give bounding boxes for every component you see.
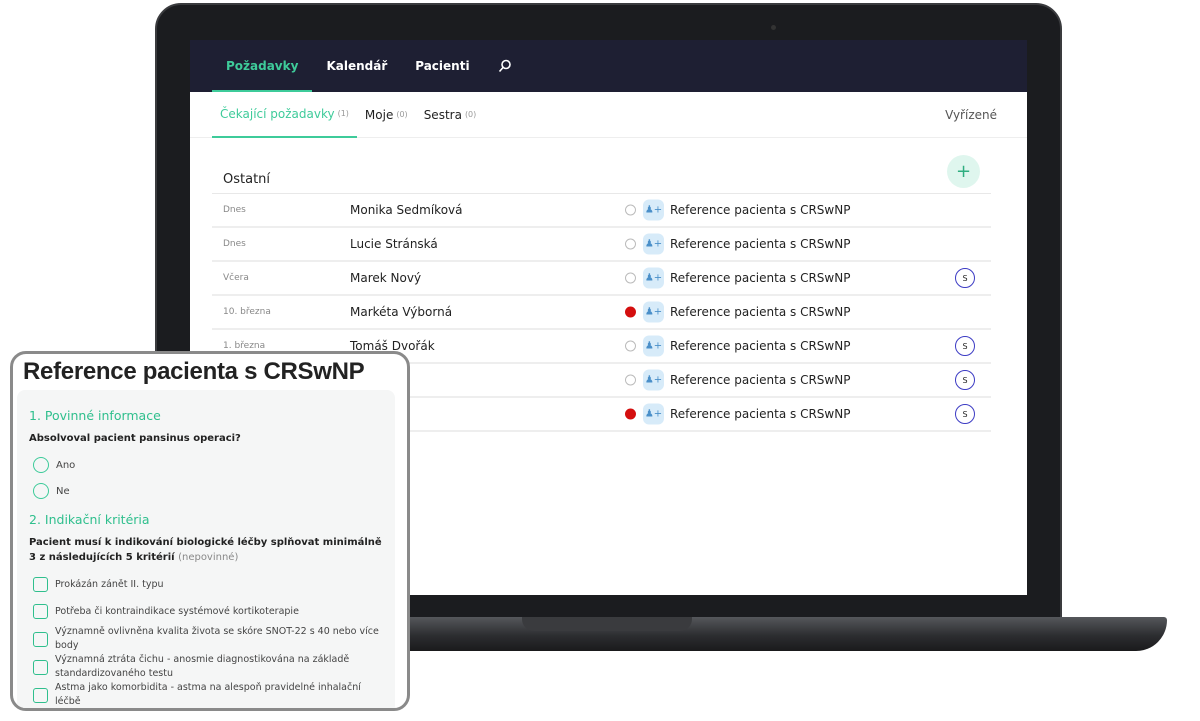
radio-icon[interactable] [33,457,49,473]
laptop-notch [522,617,692,631]
nurse-badge: S [955,336,975,356]
comment-icon [625,340,636,352]
table-row[interactable]: Včera Marek Nový ♟+ Reference pacienta s… [212,262,991,296]
table-row[interactable]: Dnes Lucie Stránská ♟+ Reference pacient… [212,228,991,262]
patient-name: Tomáš Dvořák [350,339,435,353]
request-title: Reference pacienta s CRSwNP [670,339,851,353]
table-row[interactable]: ♟+ Reference pacienta s CRSwNP S [212,398,991,432]
request-title: Reference pacienta s CRSwNP [670,407,851,421]
section-1-title: 1. Povinné informace [29,408,161,423]
nurse-badge: S [955,268,975,288]
tab-count: (0) [464,110,477,119]
checkbox-label: Prokázán zánět II. typu [55,578,164,590]
section-title: Ostatní [223,172,271,187]
question-text: Pacient musí k indikování biologické léč… [29,537,382,563]
row-date: 1. března [223,341,266,351]
nav-pozadavky[interactable]: Požadavky [212,40,313,92]
criteria-checkbox[interactable]: Prokázán zánět II. typu [29,571,383,598]
checkbox-icon[interactable] [33,604,48,619]
nav-kalendar[interactable]: Kalendář [326,59,388,73]
add-person-icon: ♟+ [643,267,664,289]
add-person-icon: ♟+ [643,369,664,391]
checkbox-label: Potřeba či kontraindikace systémové kort… [55,605,299,617]
add-button[interactable]: + [947,155,980,188]
add-person-icon: ♟+ [643,403,664,425]
criteria-checkbox[interactable]: Astma jako komorbidita - astma na alespo… [29,681,383,708]
tab-moje[interactable]: Moje (0) [357,92,416,138]
top-nav: Požadavky Kalendář Pacienti [190,40,1027,92]
tab-sestra[interactable]: Sestra (0) [416,92,485,138]
nurse-badge: S [955,370,975,390]
row-date: 10. března [223,307,271,317]
comment-icon [625,204,636,216]
radio-label: Ano [56,459,76,471]
radio-ne[interactable]: Ne [29,478,383,504]
radio-label: Ne [56,485,70,497]
checkbox-icon[interactable] [33,577,48,592]
tab-label: Sestra [423,107,462,122]
nurse-badge: S [955,404,975,424]
row-date: Dnes [223,239,246,249]
question-1: Absolvoval pacient pansinus operaci? [29,433,241,444]
comment-icon [625,272,636,284]
request-title: Reference pacienta s CRSwNP [670,305,851,319]
tab-count: (0) [396,110,408,119]
form-title: Reference pacienta s CRSwNP [23,358,365,385]
request-title: Reference pacienta s CRSwNP [670,237,851,251]
flag-red-icon [625,306,636,318]
table-row[interactable]: ♟+ Reference pacienta s CRSwNP S [212,364,991,398]
row-date: Dnes [223,205,246,215]
table-row[interactable]: Dnes Monika Sedmíková ♟+ Reference pacie… [212,194,991,228]
request-title: Reference pacienta s CRSwNP [670,271,851,285]
radio-ano[interactable]: Ano [29,452,383,478]
patient-name: Lucie Stránská [350,237,438,251]
checkbox-icon[interactable] [33,659,48,675]
request-title: Reference pacienta s CRSwNP [670,203,851,217]
tab-label: Čekající požadavky [220,106,335,121]
add-person-icon: ♟+ [643,199,664,221]
comment-icon [625,238,636,250]
section-2-title: 2. Indikační kritéria [29,512,150,527]
request-title: Reference pacienta s CRSwNP [670,373,851,387]
tab-label: Moje [364,107,394,122]
table-row[interactable]: 10. března Markéta Výborná ♟+ Reference … [212,296,991,330]
patient-name: Markéta Výborná [350,305,453,319]
checkbox-icon[interactable] [33,687,48,703]
sub-tabs: Čekající požadavky (1) Moje (0) Sestra (0) … [190,92,1027,138]
question-2: Pacient musí k indikování biologické léč… [29,535,383,565]
add-person-icon: ♟+ [643,301,664,323]
checkbox-label: Astma jako komorbidita - astma na alespo… [55,682,361,707]
camera [771,25,776,30]
add-person-icon: ♟+ [643,335,664,357]
criteria-checkbox[interactable]: Významně ovlivněna kvalita života se skó… [29,625,383,653]
add-person-icon: ♟+ [643,233,664,255]
radio-icon[interactable] [33,483,49,499]
table-row[interactable]: 1. března Tomáš Dvořák ♟+ Reference paci… [212,330,991,364]
request-list: Dnes Monika Sedmíková ♟+ Reference pacie… [212,193,991,432]
patient-name: Marek Nový [350,271,422,285]
tab-vyrizene[interactable]: Vyřízené [945,107,997,122]
search-icon[interactable] [484,40,526,92]
comment-icon [625,374,636,386]
form-body: 1. Povinné informace Absolvoval pacient … [17,390,395,708]
row-date: Včera [223,273,249,283]
patient-name: Monika Sedmíková [350,203,463,217]
flag-red-icon [625,408,636,420]
checkbox-label: Významně ovlivněna kvalita života se skó… [55,626,379,651]
optional-note: (nepovinné) [178,552,239,563]
form-card: Reference pacienta s CRSwNP 1. Povinné i… [10,351,410,711]
tab-cekajici[interactable]: Čekající požadavky (1) [212,92,357,138]
checkbox-icon[interactable] [33,631,48,647]
nav-pacienti[interactable]: Pacienti [415,59,470,73]
criteria-checkbox[interactable]: Významná ztráta čichu - anosmie diagnost… [29,653,383,681]
criteria-checkbox[interactable]: Potřeba či kontraindikace systémové kort… [29,598,383,625]
tab-count: (1) [337,109,349,118]
checkbox-label: Významná ztráta čichu - anosmie diagnost… [55,654,350,679]
